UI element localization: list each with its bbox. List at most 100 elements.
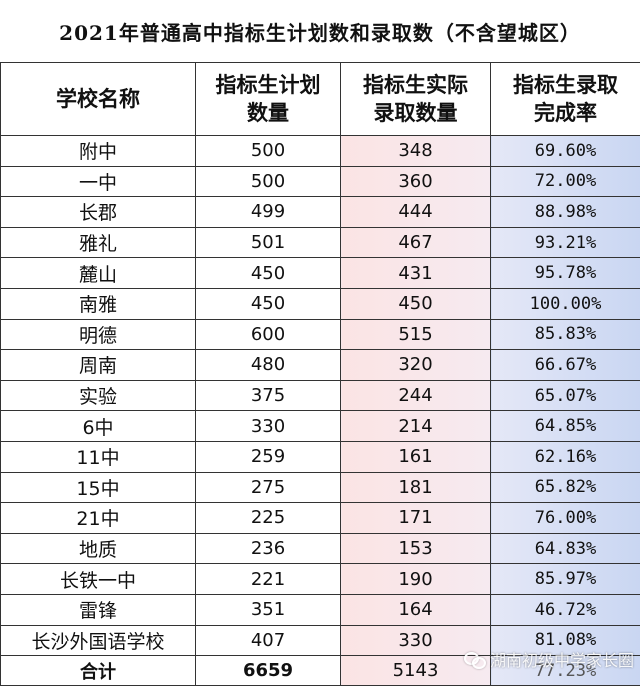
- cell-rate: 85.83%: [490, 318, 640, 351]
- cell-rate: 88.98%: [490, 196, 640, 228]
- header-rate: 指标生录取 完成率: [490, 62, 640, 136]
- cell-rate: 81.08%: [490, 624, 640, 657]
- cell-school: 雅礼: [0, 226, 196, 259]
- cell-rate: 85.97%: [490, 563, 640, 595]
- cell-actual: 164: [340, 593, 491, 626]
- watermark-text: 湖南初级中学家长圈: [489, 651, 634, 670]
- cell-actual: 181: [340, 471, 491, 504]
- total-plan: 6659: [195, 655, 341, 687]
- table-row: 长郡 499 444 88.98%: [0, 196, 640, 228]
- header-plan: 指标生计划 数量: [195, 62, 341, 136]
- cell-rate: 76.00%: [490, 502, 640, 534]
- table-row: 地质 236 153 64.83%: [0, 532, 640, 565]
- cell-actual: 348: [340, 135, 491, 167]
- table-row: 15中 275 181 65.82%: [0, 471, 640, 504]
- cell-school: 长铁一中: [0, 563, 196, 595]
- header-rate-line2: 完成率: [534, 101, 597, 125]
- cell-plan: 375: [195, 379, 341, 412]
- cell-plan: 600: [195, 318, 341, 351]
- cell-actual: 330: [340, 624, 491, 657]
- cell-school: 周南: [0, 349, 196, 381]
- cell-plan: 407: [195, 624, 341, 657]
- table-row: 麓山 450 431 95.78%: [0, 257, 640, 289]
- cell-rate: 46.72%: [490, 593, 640, 626]
- cell-rate: 69.60%: [490, 135, 640, 167]
- cell-actual: 214: [340, 410, 491, 442]
- table-row: 实验 375 244 65.07%: [0, 379, 640, 412]
- cell-rate: 95.78%: [490, 257, 640, 289]
- cell-school: 21中: [0, 502, 196, 534]
- cell-plan: 351: [195, 593, 341, 626]
- cell-school: 附中: [0, 135, 196, 167]
- cell-school: 麓山: [0, 257, 196, 289]
- table-row: 南雅 450 450 100.00%: [0, 287, 640, 320]
- cell-actual: 360: [340, 165, 491, 198]
- cell-plan: 499: [195, 196, 341, 228]
- table-row: 长沙外国语学校 407 330 81.08%: [0, 624, 640, 657]
- cell-plan: 450: [195, 287, 341, 320]
- table-row: 附中 500 348 69.60%: [0, 135, 640, 167]
- cell-plan: 330: [195, 410, 341, 442]
- cell-plan: 275: [195, 471, 341, 504]
- total-rate: 77.23%: [490, 655, 640, 687]
- total-actual: 5143: [340, 655, 491, 687]
- cell-actual: 431: [340, 257, 491, 289]
- cell-rate: 100.00%: [490, 287, 640, 320]
- table-row: 长铁一中 221 190 85.97%: [0, 563, 640, 595]
- cell-actual: 244: [340, 379, 491, 412]
- cell-plan: 500: [195, 165, 341, 198]
- header-plan-line1: 指标生计划: [215, 73, 321, 97]
- cell-rate: 64.83%: [490, 532, 640, 565]
- cell-actual: 161: [340, 440, 491, 473]
- cell-rate: 66.67%: [490, 349, 640, 381]
- cell-plan: 259: [195, 440, 341, 473]
- table-title: 2021年普通高中指标生计划数和录取数（不含望城区）: [59, 20, 581, 45]
- cell-school: 南雅: [0, 287, 196, 320]
- table-row: 6中 330 214 64.85%: [0, 410, 640, 442]
- cell-actual: 515: [340, 318, 491, 351]
- cell-actual: 320: [340, 349, 491, 381]
- cell-rate: 62.16%: [490, 440, 640, 473]
- cell-plan: 236: [195, 532, 341, 565]
- cell-school: 长郡: [0, 196, 196, 228]
- cell-rate: 72.00%: [490, 165, 640, 198]
- cell-rate: 65.07%: [490, 379, 640, 412]
- table-row: 雅礼 501 467 93.21%: [0, 226, 640, 259]
- quota-table: 学校名称 指标生计划 数量 指标生实际 录取数量 指标生录取 完成率 附中 500…: [0, 62, 640, 687]
- watermark: 湖南初级中学家长圈: [463, 647, 634, 671]
- cell-actual: 190: [340, 563, 491, 595]
- cell-actual: 444: [340, 196, 491, 228]
- cell-school: 长沙外国语学校: [0, 624, 196, 657]
- table-row: 一中 500 360 72.00%: [0, 165, 640, 198]
- cell-school: 地质: [0, 532, 196, 565]
- cell-rate: 64.85%: [490, 410, 640, 442]
- cell-plan: 221: [195, 563, 341, 595]
- cell-school: 15中: [0, 471, 196, 504]
- table-row: 周南 480 320 66.67%: [0, 349, 640, 381]
- table-row: 21中 225 171 76.00%: [0, 502, 640, 534]
- cell-plan: 450: [195, 257, 341, 289]
- wechat-icon: [463, 651, 486, 669]
- cell-school: 一中: [0, 165, 196, 198]
- header-actual-line1: 指标生实际: [363, 73, 468, 97]
- cell-school: 11中: [0, 440, 196, 473]
- cell-plan: 480: [195, 349, 341, 381]
- cell-school: 6中: [0, 410, 196, 442]
- cell-actual: 171: [340, 502, 491, 534]
- header-plan-line2: 数量: [247, 101, 289, 125]
- header-actual-line2: 录取数量: [373, 101, 458, 125]
- cell-school: 明德: [0, 318, 196, 351]
- cell-plan: 501: [195, 226, 341, 259]
- total-row: 合计 6659 5143 77.23%: [0, 655, 640, 687]
- header-school: 学校名称: [0, 62, 196, 136]
- cell-plan: 225: [195, 502, 341, 534]
- cell-actual: 467: [340, 226, 491, 259]
- cell-actual: 153: [340, 532, 491, 565]
- cell-rate: 65.82%: [490, 471, 640, 504]
- table-row: 明德 600 515 85.83%: [0, 318, 640, 351]
- table-row: 11中 259 161 62.16%: [0, 440, 640, 473]
- cell-rate: 93.21%: [490, 226, 640, 259]
- table-row: 雷锋 351 164 46.72%: [0, 593, 640, 626]
- cell-plan: 500: [195, 135, 341, 167]
